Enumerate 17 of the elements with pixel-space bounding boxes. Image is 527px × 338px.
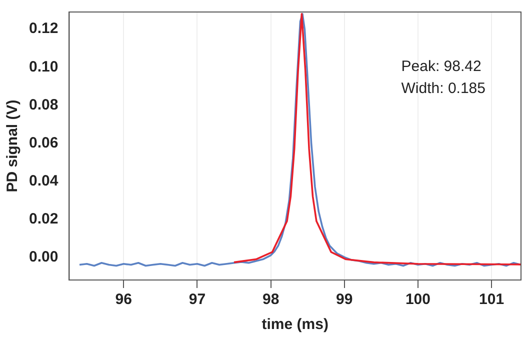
- y-tick-label: 0.06: [28, 134, 58, 152]
- x-tick-label: 99: [336, 291, 353, 308]
- annotation: Width: 0.185: [401, 80, 486, 98]
- y-tick-label: 0.02: [28, 210, 58, 228]
- x-tick-label: 101: [479, 291, 504, 308]
- x-tick-label: 100: [405, 291, 430, 308]
- y-tick-label: 0.10: [28, 58, 58, 76]
- x-tick-label: 96: [115, 291, 132, 308]
- annotation: Peak: 98.42: [401, 58, 482, 76]
- x-tick-label: 98: [262, 291, 280, 308]
- y-tick-label: 0.12: [28, 20, 58, 38]
- y-tick-label: 0.04: [28, 172, 59, 190]
- y-tick-label: 0.08: [28, 96, 58, 114]
- y-axis-title: PD signal (V): [4, 100, 22, 192]
- x-tick-label: 97: [188, 291, 206, 308]
- y-tick-label: 0.00: [28, 248, 58, 266]
- x-axis-title: time (ms): [262, 316, 328, 334]
